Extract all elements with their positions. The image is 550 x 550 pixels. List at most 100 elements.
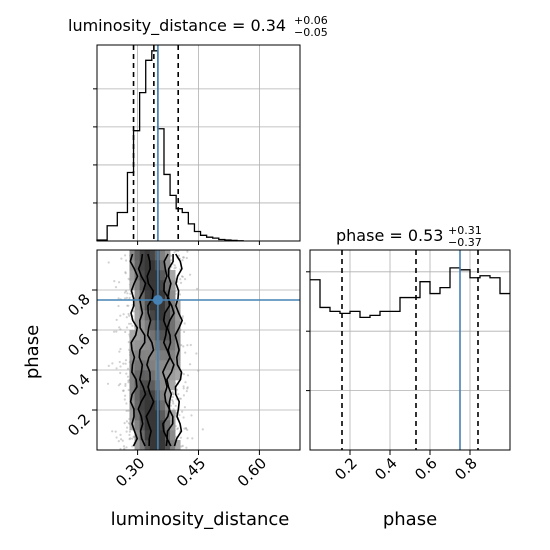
scatter-point [180, 344, 183, 347]
scatter-point [172, 402, 175, 405]
scatter-point [201, 428, 204, 431]
density-cell [139, 350, 146, 361]
density-cell [149, 360, 156, 371]
scatter-point [127, 277, 130, 280]
density-cell [144, 380, 151, 391]
density-cell [170, 320, 176, 331]
density-cell [159, 270, 166, 281]
scatter-point [124, 271, 127, 274]
hist1-title-minus: −0.37 [448, 236, 482, 249]
scatter-point [190, 414, 193, 417]
density-cell [139, 260, 146, 271]
scatter-point [122, 389, 125, 392]
density-cell [175, 310, 181, 321]
scatter-point [125, 409, 128, 412]
density-cell [144, 310, 151, 321]
scatter-point [127, 388, 130, 392]
scatter-point [121, 439, 124, 442]
scatter-point [185, 427, 188, 430]
density-cell [139, 270, 146, 281]
hist0-title-text: luminosity_distance = 0.34 [68, 16, 286, 36]
scatter-point [171, 391, 174, 394]
scatter-point [124, 272, 127, 275]
scatter-point [181, 444, 184, 447]
density-cell [134, 340, 140, 351]
density-cell [139, 390, 146, 401]
scatter-point [196, 287, 199, 290]
density-cell [149, 430, 156, 441]
scatter-point [173, 251, 176, 254]
hist1-xtick-label: 0.4 [371, 454, 401, 484]
panel-hist-phase: 0.2 0.4 0.6 0.8 phase = 0.53 +0.31 −0.37 ph… [306, 224, 511, 530]
density-cell [170, 330, 176, 341]
density-cell [144, 420, 151, 431]
scatter-point [182, 385, 185, 388]
scatter-point [128, 314, 131, 317]
scatter-point [119, 347, 122, 351]
scatter-point [115, 318, 118, 321]
scatter-point [115, 436, 118, 439]
scatter-point [128, 296, 131, 299]
contour-line-4 [166, 254, 175, 447]
scatter-point [127, 409, 130, 412]
scatter-xtick-label: 0.45 [173, 454, 209, 490]
density-cell [149, 300, 156, 311]
scatter-point [119, 314, 122, 317]
scatter-point [129, 292, 132, 295]
scatter-point [127, 381, 130, 384]
scatter-point [181, 259, 184, 262]
density-cell [134, 280, 140, 291]
scatter-point [189, 363, 192, 366]
scatter-point [179, 278, 182, 281]
scatter-point [183, 406, 186, 409]
scatter-point [118, 360, 121, 364]
scatter-point [118, 350, 121, 353]
scatter-point [122, 313, 125, 316]
scatter-point [174, 404, 177, 407]
scatter-point [125, 326, 129, 329]
scatter-point [117, 384, 120, 387]
scatter-point [129, 437, 132, 440]
density-cell [165, 330, 171, 341]
density-cell [149, 250, 156, 261]
scatter-point [114, 430, 117, 433]
scatter-y-ticks: 0.2 0.4 0.6 0.8 [64, 289, 97, 440]
scatter-ytick-label: 0.4 [64, 370, 94, 400]
y-axis-label-phase: phase [22, 325, 43, 379]
scatter-point [125, 420, 128, 423]
scatter-point [124, 297, 127, 300]
scatter-point [122, 445, 126, 448]
scatter-point [106, 382, 110, 385]
hist1-y-ticks [306, 271, 310, 392]
scatter-point [119, 365, 122, 368]
scatter-point [128, 433, 131, 436]
density-cell [170, 360, 176, 371]
contour-line-3 [161, 253, 171, 447]
density-cell [165, 360, 171, 371]
density-cell [165, 300, 171, 311]
scatter-point [173, 267, 176, 270]
scatter-point [170, 254, 173, 257]
scatter-point [127, 341, 130, 344]
density-cell [149, 270, 156, 281]
scatter-point [174, 266, 177, 269]
density-cell [139, 440, 146, 450]
contour-line-5 [173, 253, 184, 447]
density-cell [144, 370, 151, 381]
density-cell [139, 300, 146, 311]
scatter-point [131, 324, 134, 327]
hist1-grid [310, 250, 510, 450]
scatter-point [131, 437, 134, 440]
scatter-point [184, 351, 187, 354]
scatter-point [182, 416, 185, 419]
scatter-point [125, 430, 128, 433]
scatter-point [182, 394, 185, 397]
density-cell [159, 360, 166, 371]
density-cell [159, 250, 166, 261]
density-cell [144, 340, 151, 351]
scatter-point [181, 315, 184, 318]
density-cell [159, 330, 166, 341]
hist0-title-plus: +0.06 [294, 14, 328, 27]
density-cell [159, 440, 166, 450]
scatter-point [170, 259, 173, 262]
